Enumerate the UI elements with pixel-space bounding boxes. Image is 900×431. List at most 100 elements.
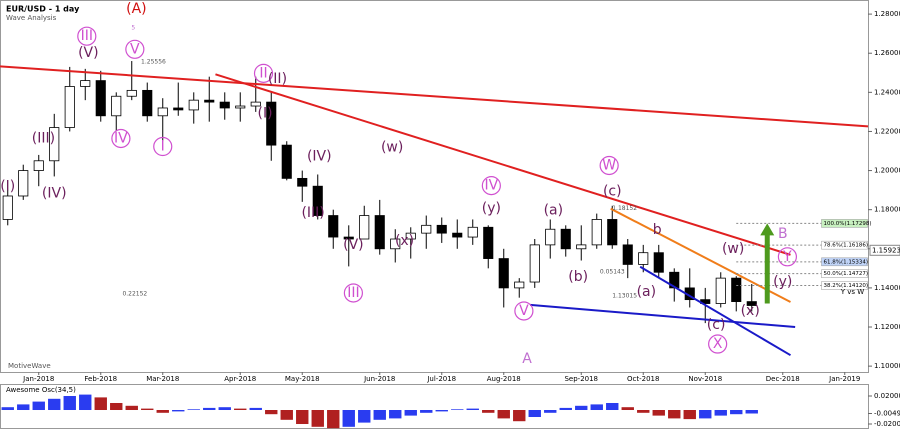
- candle-body: [297, 177, 308, 187]
- fib-label: 61.8%(1.15334): [824, 259, 869, 265]
- chart-subtitle: Wave Analysis: [6, 14, 57, 22]
- candle-body: [591, 219, 602, 246]
- candle-body: [638, 252, 649, 265]
- wave-circle: [125, 39, 145, 59]
- osc-bar: [683, 410, 696, 420]
- wave-label: (c): [707, 317, 726, 333]
- candle-body: [498, 258, 509, 289]
- y-tick-label: 1.22000: [874, 127, 900, 135]
- osc-bar: [342, 410, 355, 427]
- x-tick-label: Jul-2018: [426, 375, 456, 383]
- candle-body: [80, 80, 91, 87]
- osc-title: Awesome Osc(34,5): [6, 386, 76, 394]
- wave-label: (c): [603, 184, 622, 200]
- price-tag-box: [869, 244, 900, 256]
- osc-bar: [17, 404, 30, 411]
- osc-bar: [358, 410, 371, 423]
- price-note: 1.25556: [141, 59, 166, 66]
- osc-bar: [389, 410, 402, 419]
- candle-body: [126, 89, 137, 97]
- y-tick-label: 1.12000: [874, 323, 900, 331]
- fib-label-box: [821, 219, 868, 228]
- wave-label: (V): [78, 45, 99, 61]
- fib-label: 50.0%(1.14727): [824, 271, 869, 277]
- candle-body: [49, 127, 60, 162]
- osc-bar: [621, 407, 634, 411]
- trend-line: [639, 265, 792, 357]
- fib-label: 78.6%(1.16186): [824, 243, 869, 249]
- osc-bar: [435, 410, 448, 412]
- price-tag: 1.15923: [872, 246, 900, 254]
- candle-body: [312, 185, 323, 216]
- candle-body: [343, 236, 354, 240]
- osc-bar: [172, 410, 185, 412]
- wave-label: A: [522, 351, 532, 367]
- chart-title: EUR/USD - 1 day: [6, 5, 80, 14]
- candle-body: [2, 195, 13, 220]
- wave-label: IV: [114, 130, 128, 146]
- osc-bar: [559, 407, 572, 411]
- wave-label: (IV): [42, 186, 67, 202]
- candle-body: [560, 228, 571, 250]
- wave-label: (w): [722, 241, 744, 257]
- wave-label: X: [713, 336, 723, 352]
- wave-label: Y: [782, 249, 792, 265]
- osc-bar: [575, 405, 588, 411]
- y-tick-label: 1.20000: [874, 167, 900, 175]
- candle-body: [33, 160, 44, 171]
- watermark: MotiveWave: [8, 362, 51, 370]
- x-tick-label: Nov-2018: [688, 375, 722, 383]
- osc-bar: [730, 410, 743, 415]
- wave-label: III: [81, 28, 93, 44]
- osc-bar: [110, 402, 123, 411]
- candle-body: [653, 252, 664, 273]
- wave-label: (III): [32, 130, 55, 146]
- trend-line: [610, 207, 791, 303]
- wave-label: (y): [482, 201, 501, 217]
- y-tick-label: 1.24000: [874, 88, 900, 96]
- x-tick-label: Dec-2018: [766, 375, 800, 383]
- osc-bar: [296, 410, 309, 425]
- fib-label: 38.2%(1.14120): [824, 283, 869, 289]
- y-tick-label: 1.26000: [874, 49, 900, 57]
- wave-label: (IV): [307, 148, 332, 164]
- osc-frame: [0, 384, 869, 429]
- candle-body: [731, 277, 742, 302]
- candle-body: [545, 228, 556, 246]
- candle-body: [18, 170, 29, 197]
- candle-body: [328, 215, 339, 238]
- osc-tick-label: 0.02000: [874, 392, 900, 400]
- wave-label: b: [653, 222, 662, 238]
- wave-label: W: [602, 157, 616, 173]
- candle-body: [576, 244, 587, 250]
- fib-label-box: [821, 257, 868, 267]
- fib-label: 100.0%(1.17298): [824, 221, 872, 227]
- wave-label: (I): [258, 105, 273, 121]
- wave-circle: [777, 247, 798, 267]
- wave-circle: [253, 63, 274, 83]
- wave-label: I: [161, 139, 165, 155]
- wave-circle: [481, 176, 501, 196]
- trend-line: [530, 303, 796, 329]
- fib-label-box: [821, 240, 868, 250]
- candle-body: [405, 232, 416, 240]
- wave-label: IV: [484, 178, 498, 194]
- price-note: 0.22152: [122, 290, 147, 297]
- osc-bar: [482, 410, 495, 413]
- candle-body: [483, 226, 494, 259]
- candle-body: [374, 215, 385, 250]
- x-tick-label: Aug-2018: [487, 375, 521, 383]
- osc-tick-label: -0.02000: [874, 420, 900, 428]
- osc-bar: [94, 397, 107, 411]
- candle-body: [281, 144, 292, 179]
- osc-bar: [48, 398, 61, 411]
- candle-body: [607, 219, 618, 246]
- wave-label: (b): [568, 269, 588, 285]
- candle-body: [173, 107, 184, 111]
- price-note: 0.05143: [600, 268, 625, 275]
- osc-bar: [714, 410, 727, 416]
- osc-bar: [668, 410, 681, 419]
- x-tick-label: Apr-2018: [224, 375, 256, 383]
